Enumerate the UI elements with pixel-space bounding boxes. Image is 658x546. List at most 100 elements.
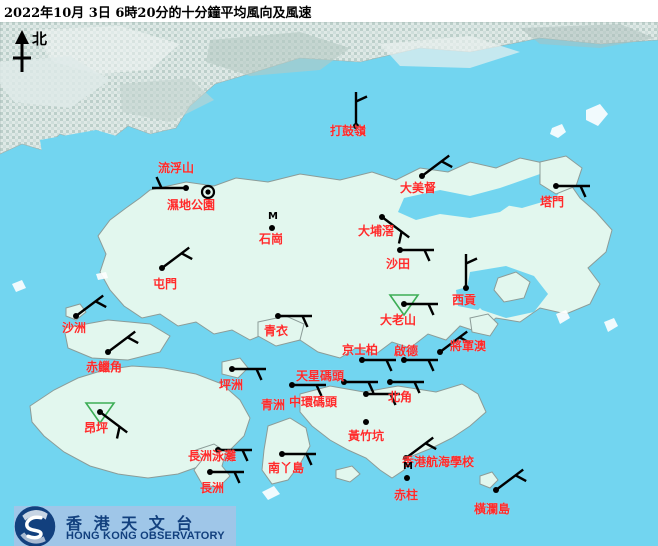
station-dot <box>493 487 499 493</box>
station-dot <box>159 265 165 271</box>
station-dot <box>403 455 409 461</box>
station-m-marker: M <box>403 461 413 472</box>
station-dot <box>97 409 103 415</box>
hko-logo-icon <box>14 506 56 546</box>
wind-station-11[interactable] <box>73 294 107 319</box>
map-canvas[interactable]: 北 打鼓嶺流浮山濕地公園 M 石崗 大美督塔門大埔滘沙田屯門西貢大老山沙洲 青衣赤鱲角 京… <box>0 22 658 546</box>
page-title: 2022年10月 3日 6時20分的十分鐘平均風向及風速 <box>4 6 312 21</box>
wind-barb-feather <box>233 471 241 484</box>
wind-station-7[interactable] <box>397 247 434 262</box>
wind-station-3[interactable] <box>269 225 275 231</box>
station-label[interactable]: 濕地公園 <box>167 198 216 212</box>
station-label[interactable]: 青洲 <box>261 398 286 412</box>
deep-bay <box>40 130 180 192</box>
station-label[interactable]: 中環碼頭 <box>289 395 338 409</box>
station-label[interactable]: 石崗 <box>259 232 284 246</box>
wind-barb-feather <box>355 95 368 103</box>
station-label[interactable]: 黃竹坑 <box>348 429 385 443</box>
station-label[interactable]: 將軍澳 <box>450 339 487 353</box>
station-label[interactable]: 大美督 <box>400 181 437 195</box>
station-label[interactable]: 北角 <box>388 390 413 404</box>
station-dot <box>553 183 559 189</box>
compass: 北 <box>6 28 68 76</box>
wind-station-21[interactable] <box>363 391 400 406</box>
wind-barb-feather <box>459 336 471 345</box>
station-dot <box>363 419 369 425</box>
station-label[interactable]: 沙田 <box>386 257 411 271</box>
wind-station-1[interactable] <box>152 176 189 191</box>
station-label[interactable]: 塔門 <box>540 195 565 209</box>
wind-station-29[interactable] <box>493 468 527 493</box>
station-label[interactable]: 屯門 <box>153 277 178 291</box>
station-label[interactable]: 赤柱 <box>394 488 419 502</box>
north-arrow-icon <box>13 30 31 72</box>
station-dot <box>215 447 221 453</box>
wind-station-0[interactable] <box>353 92 368 129</box>
mainland-china <box>0 22 658 155</box>
sha-chau <box>65 303 87 321</box>
wind-station-17[interactable] <box>229 366 266 381</box>
tolo-harbour <box>398 188 520 220</box>
logo-text-en: HONG KONG OBSERVATORY <box>66 530 225 542</box>
wind-station-5[interactable] <box>553 183 590 198</box>
wind-station-10[interactable] <box>388 294 438 317</box>
station-label[interactable]: 西貢 <box>452 293 477 307</box>
station-label[interactable]: 大老山 <box>380 313 417 327</box>
wind-barb-shaft <box>381 216 410 239</box>
wind-barb-feather <box>115 426 121 439</box>
wind-station-12[interactable] <box>275 313 312 328</box>
station-label[interactable]: 沙洲 <box>62 321 87 335</box>
station-dot <box>73 313 79 319</box>
wind-station-20[interactable] <box>289 382 326 397</box>
sai-kung-islands <box>493 271 531 303</box>
wind-station-28[interactable] <box>404 475 410 481</box>
wind-barb-feather <box>465 257 478 265</box>
station-label[interactable]: 打鼓嶺 <box>330 124 367 138</box>
wind-station-4[interactable] <box>419 154 453 179</box>
wind-station-6[interactable] <box>379 214 410 244</box>
wind-barb-shaft <box>161 246 190 269</box>
compass-label: 北 <box>32 30 48 48</box>
wind-station-19[interactable] <box>387 379 424 394</box>
wind-barb-feather <box>367 381 375 394</box>
station-dot <box>463 285 469 291</box>
wind-station-27[interactable] <box>207 469 244 484</box>
station-label[interactable]: 香港航海學校 <box>402 455 475 469</box>
wind-station-26[interactable] <box>403 436 437 461</box>
wind-station-2[interactable] <box>200 184 216 200</box>
station-label[interactable]: 昂坪 <box>84 421 109 435</box>
station-label[interactable]: 長洲 <box>200 481 225 495</box>
hko-logo[interactable]: 香 港 天 文 台 HONG KONG OBSERVATORY <box>14 506 236 546</box>
station-label[interactable]: 流浮山 <box>158 161 195 175</box>
station-label[interactable]: 赤鱲角 <box>86 360 123 374</box>
wind-station-25[interactable] <box>279 451 316 466</box>
wind-station-13[interactable] <box>105 330 139 355</box>
wind-station-15[interactable] <box>401 357 438 372</box>
wind-barb-feather <box>397 231 403 244</box>
wind-station-22[interactable] <box>84 402 128 439</box>
station-label[interactable]: 橫瀾島 <box>474 502 511 516</box>
wind-barb-feather <box>427 303 435 316</box>
wind-station-14[interactable] <box>359 357 396 372</box>
station-label[interactable]: 長洲泳灘 <box>188 449 237 463</box>
wind-barb-shaft <box>495 468 524 491</box>
wind-station-18[interactable] <box>341 379 378 394</box>
station-label[interactable]: 大埔滘 <box>358 224 395 238</box>
wind-barb-feather <box>305 453 313 466</box>
station-label[interactable]: 京士柏 <box>342 343 379 357</box>
wind-barb-feather <box>515 474 527 483</box>
station-dot <box>419 173 425 179</box>
wind-station-23[interactable] <box>363 419 369 425</box>
wind-barb-feather <box>95 300 107 309</box>
station-label[interactable]: 坪洲 <box>219 378 244 392</box>
wind-station-8[interactable] <box>159 246 193 271</box>
station-label[interactable]: 啟德 <box>394 344 419 358</box>
wind-barb-shaft <box>99 411 128 434</box>
wind-station-9[interactable] <box>463 254 478 291</box>
station-label[interactable]: 天星碼頭 <box>296 369 345 383</box>
wind-station-24[interactable] <box>215 447 252 462</box>
station-label[interactable]: 青衣 <box>264 324 289 338</box>
station-dot <box>379 214 385 220</box>
wind-station-16[interactable] <box>437 330 471 355</box>
station-label[interactable]: 南丫島 <box>268 461 305 475</box>
